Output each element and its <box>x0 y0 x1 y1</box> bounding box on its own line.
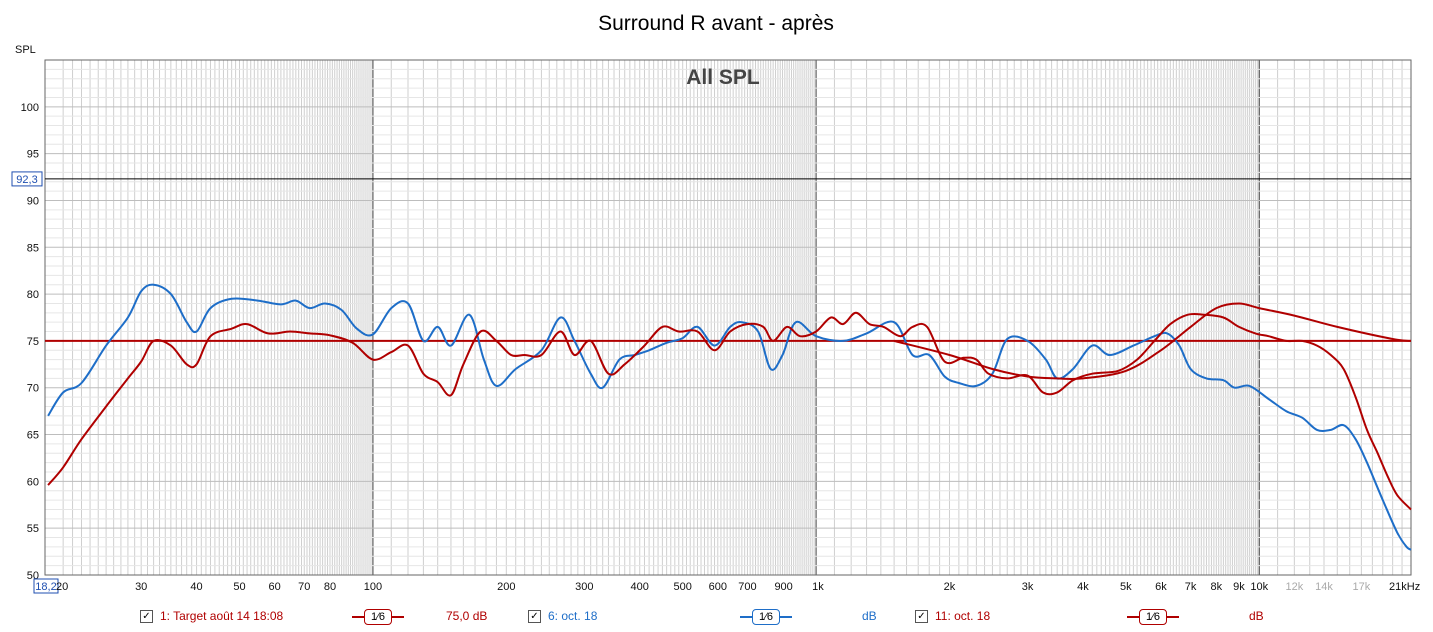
x-tick-label: 900 <box>774 581 792 593</box>
legend-line-11 <box>1127 616 1139 618</box>
series-11-line <box>47 311 1412 511</box>
plot-frame <box>44 59 1412 576</box>
x-tick-label: 17k <box>1353 581 1371 593</box>
y-tick-label: 80 <box>27 289 39 301</box>
x-tick-label: 21kHz <box>1389 581 1420 593</box>
y-tick-label: 70 <box>27 383 39 395</box>
legend-item-11[interactable]: ✓ 11: oct. 18 <box>915 609 990 623</box>
y-tick-label: 95 <box>27 149 39 161</box>
x-tick-label: 1k <box>812 581 824 593</box>
x-tick-label: 3k <box>1022 581 1034 593</box>
x-tick-label: 400 <box>631 581 649 593</box>
x-tick-label: 8k <box>1210 581 1222 593</box>
smoothing-box-6[interactable]: 1⁄6 <box>752 609 780 625</box>
x-tick-label: 20 <box>56 581 68 593</box>
legend-item-6[interactable]: ✓ 6: oct. 18 <box>528 609 597 623</box>
x-tick-label: 300 <box>575 581 593 593</box>
x-tick-label: 9k <box>1233 581 1245 593</box>
cursor-value-label: 92,3 <box>16 174 37 186</box>
grid <box>45 59 1412 576</box>
x-tick-label: 6k <box>1155 581 1167 593</box>
x-tick-label: 4k <box>1077 581 1089 593</box>
x-tick-label: 80 <box>324 581 336 593</box>
legend-line-target <box>352 616 364 618</box>
x-tick-label: 14k <box>1315 581 1333 593</box>
series-layer <box>45 283 1412 551</box>
x-tick-label: 30 <box>135 581 147 593</box>
x-tick-label: 700 <box>738 581 756 593</box>
y-tick-label: 75 <box>27 336 39 348</box>
legend-item-target[interactable]: ✓ 1: Target août 14 18:08 <box>140 609 283 623</box>
x-tick-label: 5k <box>1120 581 1132 593</box>
x-tick-label: 60 <box>268 581 280 593</box>
smoothing-control-6[interactable]: 1⁄6 <box>740 609 792 625</box>
y-tick-label: 100 <box>21 102 39 114</box>
series-6-line <box>47 283 1412 551</box>
x-tick-label: 18,2 <box>35 581 56 593</box>
legend-label-target: 1: Target août 14 18:08 <box>160 609 284 623</box>
y-axis-label: SPL <box>15 44 36 56</box>
x-tick-label: 600 <box>709 581 727 593</box>
legend-value-11: dB <box>1249 609 1264 623</box>
x-tick-label: 7k <box>1185 581 1197 593</box>
x-tick-label: 500 <box>673 581 691 593</box>
x-tick-label: 200 <box>497 581 515 593</box>
legend-line-11-right <box>1167 616 1179 618</box>
smoothing-box-target[interactable]: 1⁄6 <box>364 609 392 625</box>
y-tick-label: 90 <box>27 195 39 207</box>
legend-line-target-right <box>392 616 404 618</box>
chart-title: Surround R avant - après <box>598 12 834 35</box>
x-tick-label: 40 <box>190 581 202 593</box>
x-tick-label: 12k <box>1285 581 1303 593</box>
cursor-layer[interactable]: 92,3 <box>11 171 1411 187</box>
x-tick-label: 50 <box>233 581 245 593</box>
x-tick-label: 2k <box>944 581 956 593</box>
legend-value-6: dB <box>862 609 877 623</box>
legend-label-11: 11: oct. 18 <box>935 609 991 623</box>
legend-checkbox-6[interactable]: ✓ <box>528 609 541 623</box>
cursor-value-box <box>11 171 43 187</box>
x-tick-label: 100 <box>364 581 382 593</box>
legend-value-target: 75,0 dB <box>446 609 488 623</box>
x-tick-label: 10k <box>1250 581 1268 593</box>
x-tick-labels: 18,2 20 30 40 50 60 70 80 100 200 300 400 500 600 700 9… <box>33 578 1420 594</box>
y-tick-label: 60 <box>27 476 39 488</box>
smoothing-control-target[interactable]: 1⁄6 <box>352 609 404 625</box>
y-tick-label: 55 <box>27 523 39 535</box>
legend-line-6 <box>740 616 752 618</box>
x-tick-label: 70 <box>298 581 310 593</box>
y-tick-label: 65 <box>27 430 39 442</box>
y-tick-label: 85 <box>27 242 39 254</box>
smoothing-control-11[interactable]: 1⁄6 <box>1127 609 1179 625</box>
overlay-label: All SPL <box>686 66 760 89</box>
legend-checkbox-target[interactable]: ✓ <box>140 609 153 623</box>
series-11-smoothed-line <box>893 302 1412 381</box>
legend-checkbox-11[interactable]: ✓ <box>915 609 928 623</box>
x-axis-start-box <box>33 578 59 594</box>
legend-label-6: 6: oct. 18 <box>548 609 598 623</box>
legend-line-6-right <box>780 616 792 618</box>
smoothing-box-11[interactable]: 1⁄6 <box>1139 609 1167 625</box>
